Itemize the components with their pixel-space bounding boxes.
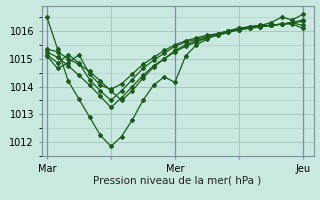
- X-axis label: Pression niveau de la mer( hPa ): Pression niveau de la mer( hPa ): [93, 175, 262, 185]
